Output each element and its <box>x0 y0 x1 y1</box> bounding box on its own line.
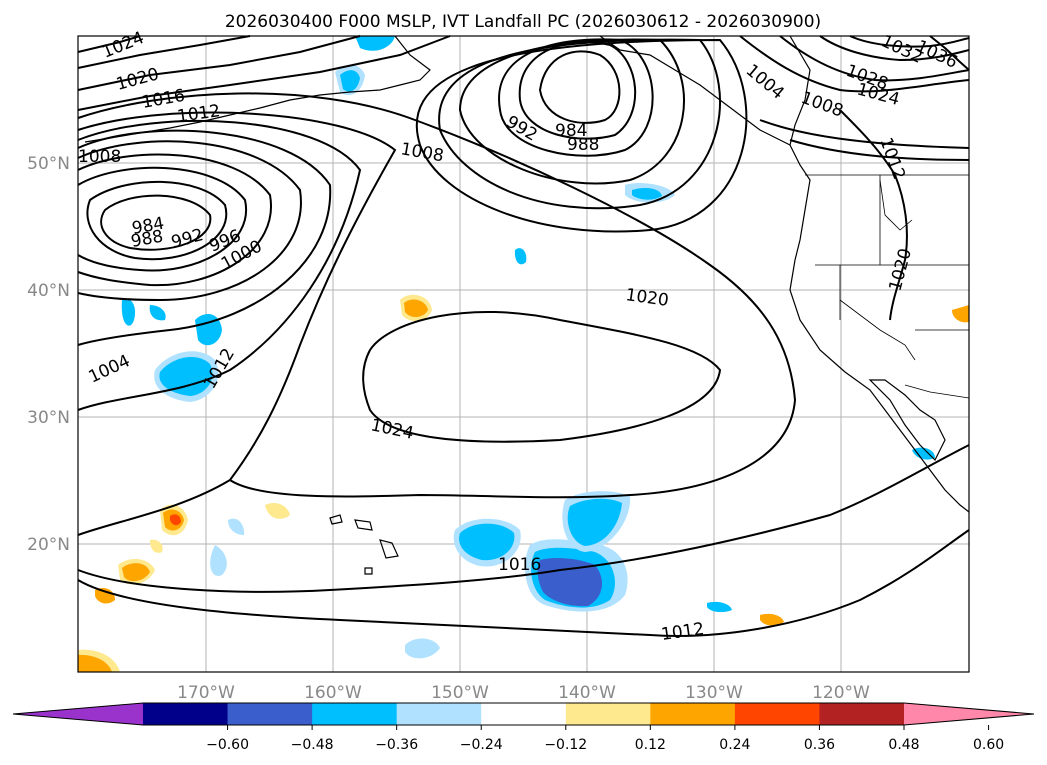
map-title: 2026030400 F000 MSLP, IVT Landfall PC (2… <box>225 12 821 32</box>
lon-label: 130°W <box>685 683 743 703</box>
colorbar-segment <box>396 703 482 725</box>
colorbar-segment <box>143 703 229 725</box>
colorbar-segment <box>312 703 398 725</box>
isobar-label: 1008 <box>78 147 121 167</box>
latitude-labels: 50°N 40°N 30°N 20°N <box>27 154 70 555</box>
colorbar-outline <box>12 702 1035 726</box>
lon-label: 170°W <box>177 683 235 703</box>
isobar-label: 1016 <box>498 555 541 575</box>
borders <box>805 174 970 399</box>
colorbar-segment <box>565 703 651 725</box>
map-panel: 1024 1020 1016 1012 1008 1008 1004 1000 … <box>77 28 970 673</box>
colorbar-segment <box>734 703 820 725</box>
colorbar-tick-label: 0.48 <box>888 737 919 753</box>
low-center-label: 984 <box>555 121 587 141</box>
colorbar: −0.60 −0.48 −0.36 −0.24 −0.12 0.12 0.24 0.36 0.4… <box>12 702 1035 753</box>
colorbar-segment <box>650 703 736 725</box>
lat-label: 50°N <box>27 154 70 174</box>
lat-label: 30°N <box>27 408 70 428</box>
colorbar-tick-label: −0.12 <box>544 737 587 753</box>
lat-label: 40°N <box>27 281 70 301</box>
colorbar-extend-min <box>13 703 143 725</box>
colorbar-segment <box>481 703 567 725</box>
colorbar-tick-label: 0.60 <box>973 737 1004 753</box>
lon-label: 150°W <box>431 683 489 703</box>
colorbar-tick-label: 0.24 <box>719 737 750 753</box>
colorbar-tick-label: −0.48 <box>291 737 334 753</box>
lon-label: 120°W <box>812 683 870 703</box>
isobar-label: 988 <box>567 135 599 155</box>
graticule <box>78 36 969 672</box>
colorbar-tick-label: 0.12 <box>635 737 666 753</box>
colorbar-segment <box>819 703 905 725</box>
longitude-labels: 170°W 160°W 150°W 140°W 130°W 120°W <box>177 683 870 703</box>
lon-label: 160°W <box>304 683 362 703</box>
isobars <box>77 35 970 637</box>
lat-label: 20°N <box>27 535 70 555</box>
colorbar-tick-label: 0.36 <box>804 737 835 753</box>
map-frame <box>77 35 970 673</box>
colorbar-tick-label: −0.60 <box>206 737 249 753</box>
colorbar-tick-label: −0.24 <box>460 737 503 753</box>
colorbar-segment <box>227 703 313 725</box>
colorbar-extend-max <box>904 703 1034 725</box>
colorbar-tick-label: −0.36 <box>375 737 418 753</box>
ivt-shading <box>78 36 969 672</box>
lon-label: 140°W <box>558 683 616 703</box>
